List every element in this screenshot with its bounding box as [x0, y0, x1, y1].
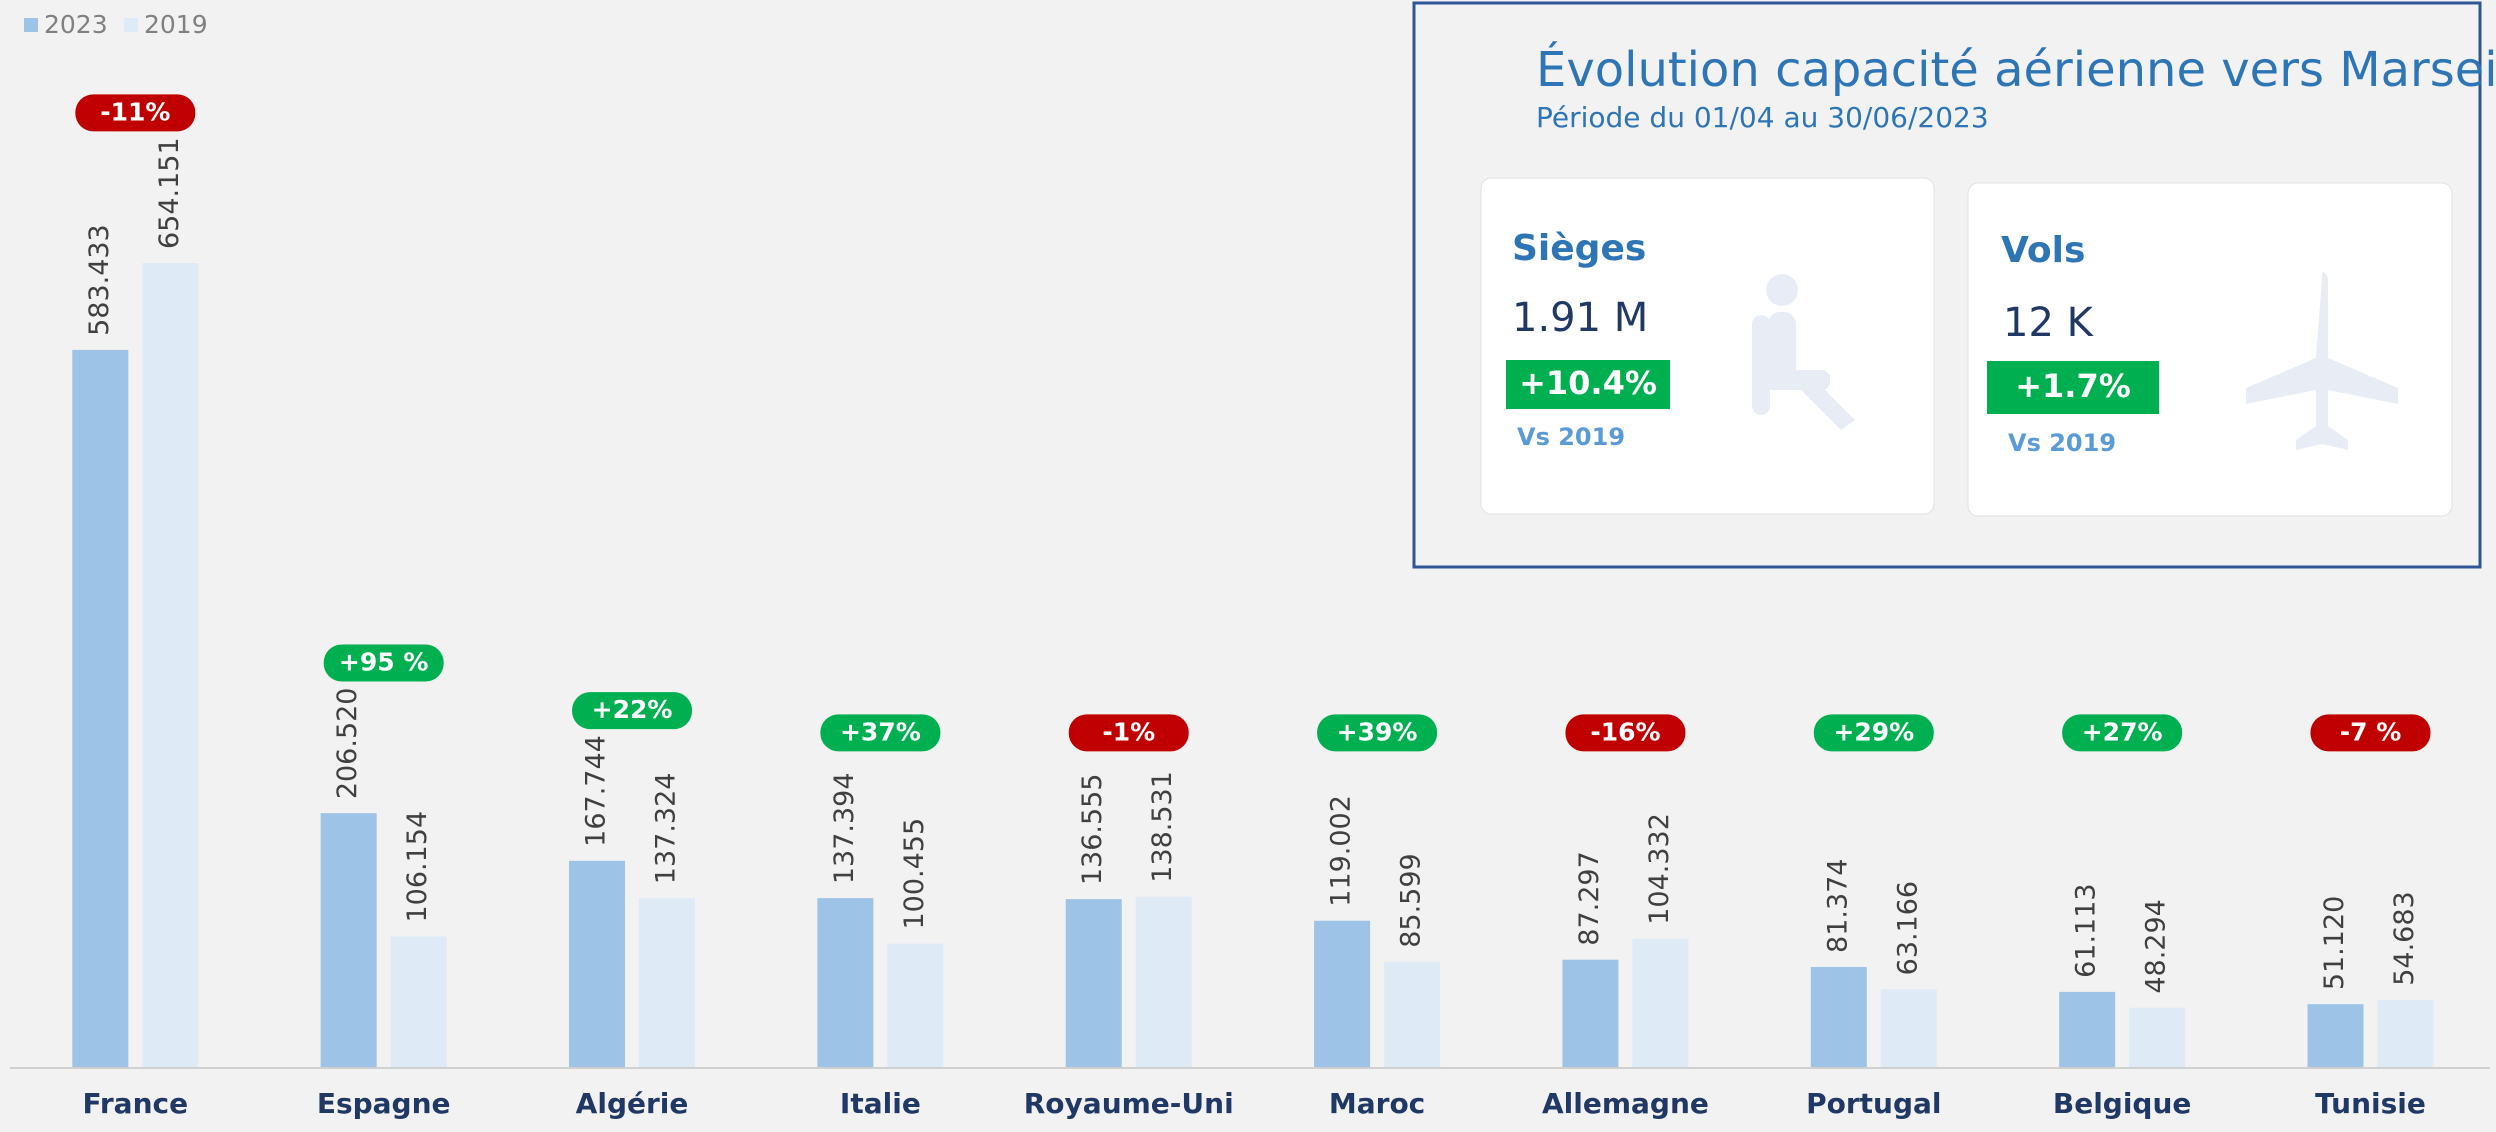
- x-tick-label: France: [83, 1087, 189, 1120]
- bar: [2129, 1007, 2186, 1067]
- seat-icon: [1752, 274, 1855, 430]
- card-label: Sièges: [1512, 228, 1646, 269]
- value-label: 104.332: [1644, 813, 1675, 925]
- value-label: 167.744: [581, 735, 612, 847]
- bar: [1065, 899, 1122, 1067]
- change-label: +37%: [840, 717, 921, 746]
- bar: [817, 898, 874, 1067]
- bar: [320, 813, 377, 1067]
- panel-title: Évolution capacité aérienne vers Marseil…: [1536, 41, 2496, 98]
- legend-label: 2019: [144, 10, 208, 39]
- change-badge: [1068, 714, 1189, 752]
- card-comparison: Vs 2019: [2008, 429, 2116, 457]
- value-label: 654.151: [154, 137, 185, 249]
- bar: [1632, 938, 1689, 1067]
- change-label: -7 %: [2340, 717, 2402, 746]
- legend-swatch: [124, 18, 138, 32]
- x-tick-label: Belgique: [2053, 1087, 2192, 1120]
- change-badge: [1317, 714, 1438, 752]
- bar: [1135, 896, 1192, 1067]
- x-tick-label: Algérie: [576, 1087, 689, 1120]
- legend-label: 2023: [44, 10, 108, 39]
- bar: [2377, 999, 2434, 1067]
- card-comparison: Vs 2019: [1517, 423, 1625, 451]
- card-label: Vols: [2001, 230, 2085, 271]
- value-label: 119.002: [1326, 795, 1357, 907]
- legend-swatch: [24, 18, 38, 32]
- value-label: 48.294: [2141, 899, 2172, 993]
- change-label: -11%: [100, 97, 170, 126]
- x-tick-label: Italie: [840, 1087, 921, 1120]
- value-label: 63.166: [1892, 881, 1923, 975]
- bar: [887, 943, 944, 1067]
- panel-frame: [1412, 1, 2482, 569]
- change-badge: [323, 644, 444, 682]
- card-badge: [1987, 361, 2159, 414]
- value-label: 51.120: [2319, 896, 2350, 990]
- value-label: 61.113: [2071, 883, 2102, 977]
- card: [1480, 177, 1935, 515]
- card-change: +10.4%: [1519, 364, 1657, 402]
- bar: [390, 936, 447, 1067]
- card-badge: [1506, 360, 1670, 409]
- x-tick-label: Portugal: [1806, 1087, 1941, 1120]
- bar: [1384, 961, 1441, 1067]
- value-label: 583.433: [84, 224, 115, 336]
- value-label: 81.374: [1822, 859, 1853, 953]
- value-label: 54.683: [2389, 891, 2420, 985]
- change-label: -1%: [1102, 717, 1155, 746]
- change-badge: [1813, 714, 1934, 752]
- value-label: 137.324: [651, 773, 682, 885]
- value-label: 137.394: [829, 772, 860, 884]
- panel-subtitle: Période du 01/04 au 30/06/2023: [1536, 101, 1989, 134]
- bar: [2307, 1004, 2364, 1067]
- value-label: 136.555: [1077, 774, 1108, 886]
- change-label: -16%: [1590, 717, 1660, 746]
- bar: [569, 860, 626, 1067]
- change-label: +27%: [2082, 717, 2163, 746]
- bar: [1880, 989, 1937, 1067]
- change-label: +29%: [1833, 717, 1914, 746]
- x-tick-label: Maroc: [1329, 1087, 1425, 1120]
- bar: [72, 349, 129, 1067]
- card-value: 1.91 M: [1512, 295, 1648, 341]
- change-label: +95 %: [339, 648, 429, 677]
- change-badge: [1565, 714, 1686, 752]
- bar: [2059, 991, 2116, 1067]
- x-tick-label: Royaume-Uni: [1024, 1087, 1234, 1120]
- change-badge: [820, 714, 941, 752]
- card-value: 12 K: [2003, 300, 2095, 346]
- change-badge: [2310, 714, 2431, 752]
- x-tick-label: Allemagne: [1542, 1087, 1709, 1120]
- change-badge: [572, 692, 693, 730]
- value-label: 106.154: [402, 811, 433, 923]
- bar: [1562, 959, 1619, 1067]
- value-label: 85.599: [1396, 853, 1427, 947]
- value-label: 138.531: [1147, 771, 1178, 883]
- bar: [639, 898, 696, 1067]
- plane-icon: [2246, 272, 2398, 450]
- bar: [1314, 920, 1371, 1067]
- value-label: 100.455: [899, 818, 930, 930]
- change-badge: [2062, 714, 2183, 752]
- value-label: 87.297: [1574, 851, 1605, 945]
- change-badge: [75, 94, 196, 132]
- change-label: +39%: [1337, 717, 1418, 746]
- x-tick-label: Tunisie: [2315, 1087, 2426, 1120]
- bar: [142, 263, 199, 1067]
- bar: [1810, 966, 1867, 1067]
- card-change: +1.7%: [2015, 367, 2131, 405]
- x-tick-label: Espagne: [317, 1087, 451, 1120]
- value-label: 206.520: [332, 688, 363, 800]
- change-label: +22%: [592, 695, 673, 724]
